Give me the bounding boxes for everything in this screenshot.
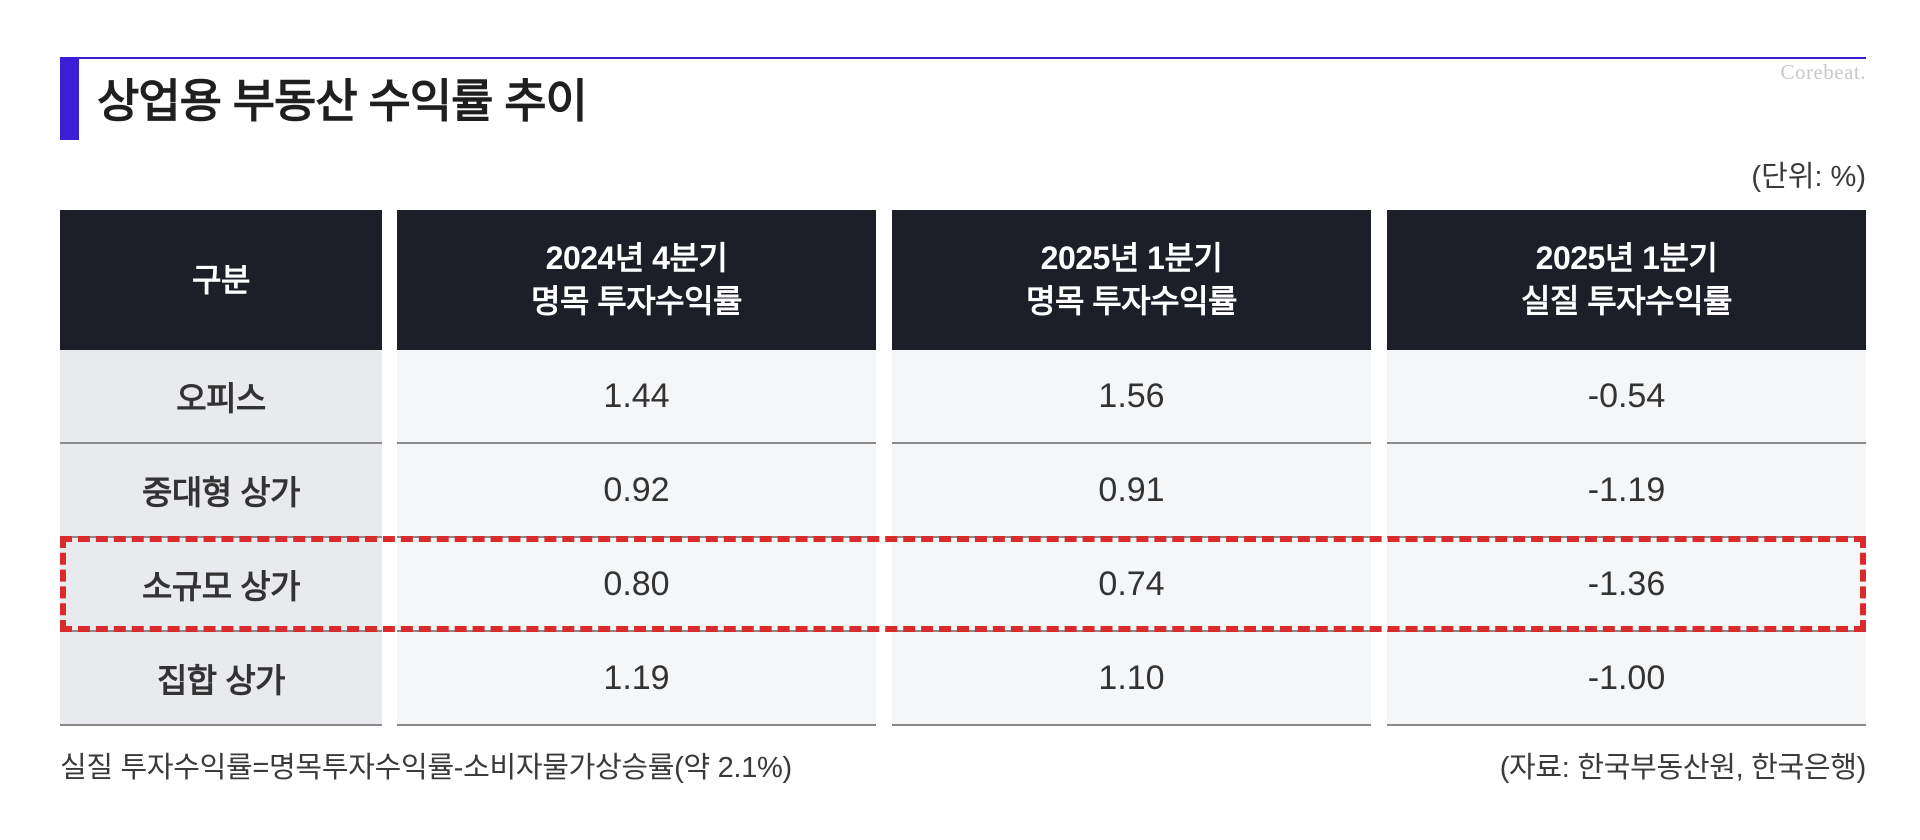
title-rule [60,57,1866,59]
title-accent-bar [60,57,79,140]
row-label-cell: 오피스 [60,350,382,444]
header-cell: 2025년 1분기 실질 투자수익률 [1387,210,1866,350]
header-line2: 실질 투자수익률 [1521,283,1732,319]
value-cell: -1.19 [1387,444,1866,538]
value-cell: 0.91 [892,444,1371,538]
header-cell: 구분 [60,210,382,350]
brand-logo: Corebeat. [1780,60,1866,84]
table-column-2025q1-nominal: 2025년 1분기 명목 투자수익률 1.56 0.91 0.74 1.10 [892,210,1371,730]
header-line2: 명목 투자수익률 [1026,283,1237,319]
value-cell: 1.10 [892,632,1371,726]
value-cell: -0.54 [1387,350,1866,444]
value-cell: 0.80 [397,538,876,632]
table-column-category: 구분 오피스 중대형 상가 소규모 상가 집합 상가 [60,210,382,730]
value-cell: 1.44 [397,350,876,444]
unit-label: (단위: %) [1751,161,1866,193]
value-cell: -1.36 [1387,538,1866,632]
header-line2: 명목 투자수익률 [531,283,742,319]
value-cell: -1.00 [1387,632,1866,726]
value-cell: 1.56 [892,350,1371,444]
header-cell: 2024년 4분기 명목 투자수익률 [397,210,876,350]
header-line1: 구분 [192,261,250,298]
header-cell: 2025년 1분기 명목 투자수익률 [892,210,1371,350]
row-label-cell: 중대형 상가 [60,444,382,538]
source-credit: (자료: 한국부동산원, 한국은행) [1499,752,1867,784]
header-line1: 2024년 4분기 [545,240,728,276]
footnote: 실질 투자수익률=명목투자수익률-소비자물가상승률(약 2.1%) [60,752,792,784]
value-cell: 1.19 [397,632,876,726]
row-label-cell: 집합 상가 [60,632,382,726]
header-line1: 2025년 1분기 [1535,240,1718,276]
value-cell: 0.92 [397,444,876,538]
table-column-2024q4-nominal: 2024년 4분기 명목 투자수익률 1.44 0.92 0.80 1.19 [397,210,876,730]
yield-table: 구분 오피스 중대형 상가 소규모 상가 집합 상가 2024년 4분기 명목 … [60,210,1866,730]
value-cell: 0.74 [892,538,1371,632]
page-title: 상업용 부동산 수익률 추이 [97,75,588,127]
table-column-2025q1-real: 2025년 1분기 실질 투자수익률 -0.54 -1.19 -1.36 -1.… [1387,210,1866,730]
row-label-cell: 소규모 상가 [60,538,382,632]
header-line1: 2025년 1분기 [1040,240,1223,276]
